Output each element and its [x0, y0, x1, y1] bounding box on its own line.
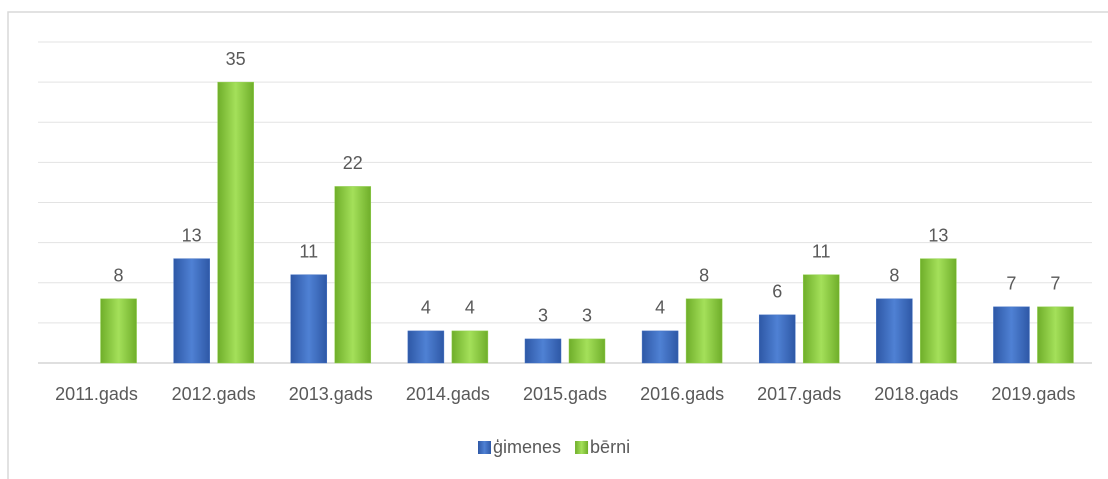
data-label: 8 [889, 266, 899, 286]
legend-label: ģimenes [493, 437, 561, 457]
bar [1037, 306, 1074, 364]
bar [100, 298, 137, 364]
data-label: 3 [582, 306, 592, 326]
bar [334, 186, 372, 364]
bar [876, 298, 913, 364]
bar [290, 274, 328, 364]
bar [451, 330, 489, 364]
x-tick-label: 2017.gads [757, 384, 841, 404]
legend-swatch [575, 441, 589, 454]
data-label: 35 [226, 49, 246, 69]
x-tick-label: 2018.gads [874, 384, 958, 404]
bar [993, 306, 1030, 364]
data-label: 11 [299, 241, 318, 261]
chart-border [7, 11, 1108, 479]
data-label: 22 [343, 153, 363, 173]
legend-swatch [478, 441, 491, 454]
x-tick-label: 2012.gads [172, 384, 256, 404]
x-tick-label: 2015.gads [523, 384, 607, 404]
bar [173, 258, 210, 364]
x-tick-label: 2013.gads [289, 384, 373, 404]
bar [217, 81, 254, 364]
x-tick-label: 2014.gads [406, 384, 490, 404]
data-label: 4 [465, 298, 475, 318]
bar [802, 274, 840, 364]
x-tick-label: 2016.gads [640, 384, 724, 404]
x-tick-label: 2011.gads [55, 384, 138, 404]
bar [920, 258, 957, 364]
data-label: 11 [812, 241, 831, 261]
bar [685, 298, 723, 364]
x-tick-label: 2019.gads [991, 384, 1075, 404]
data-label: 8 [114, 266, 124, 286]
data-label: 7 [1006, 274, 1016, 294]
data-label: 8 [699, 266, 709, 286]
data-label: 4 [655, 298, 665, 318]
bar [524, 338, 562, 364]
data-label: 13 [182, 225, 202, 245]
bar [641, 330, 679, 364]
bar [407, 330, 445, 364]
data-label: 7 [1050, 274, 1060, 294]
data-label: 3 [538, 306, 548, 326]
data-label: 4 [421, 298, 431, 318]
data-label: 13 [928, 225, 948, 245]
legend-label: bērni [590, 437, 630, 457]
bar [568, 338, 606, 364]
bar [758, 314, 796, 364]
data-label: 6 [772, 282, 782, 302]
